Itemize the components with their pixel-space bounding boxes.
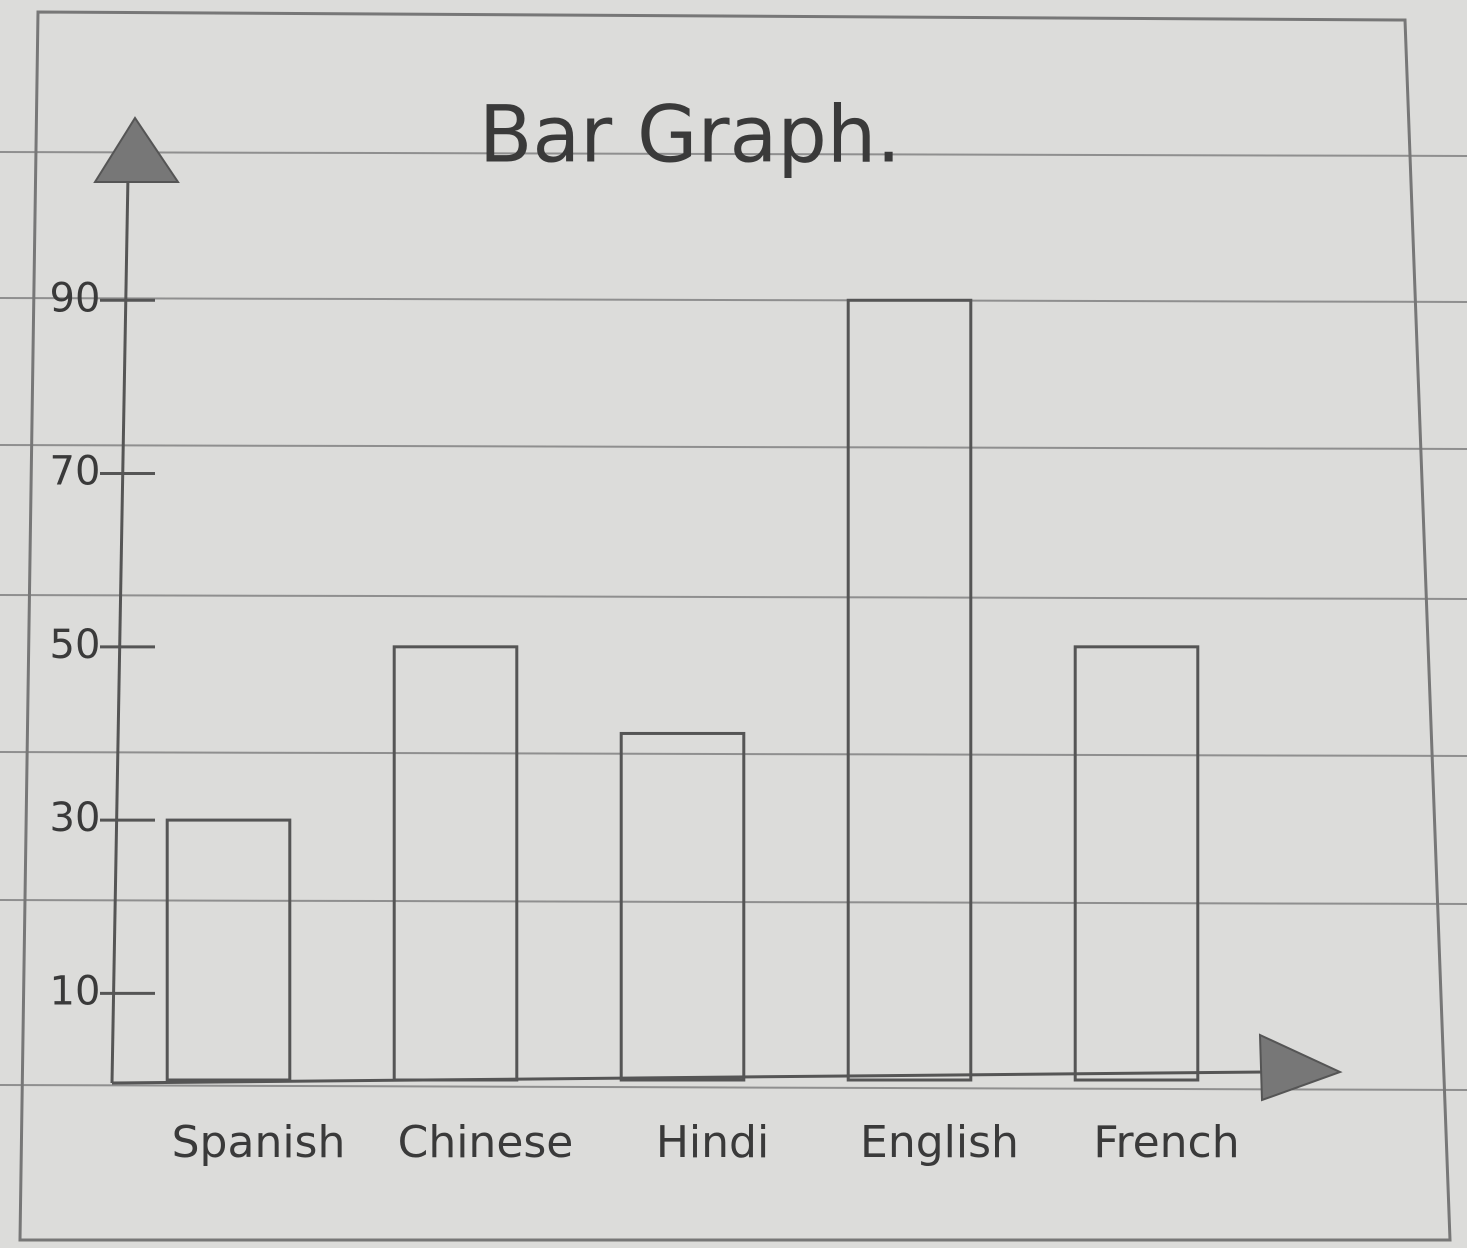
y-tick-label: 90 [50,275,101,321]
bar [165,818,292,1082]
bar [392,645,519,1082]
y-tick-label: 70 [50,449,101,495]
x-tick-label: Hindi [656,1117,769,1168]
x-tick-label: English [860,1117,1019,1168]
ruled-lines [0,151,1467,1091]
bar [846,298,973,1082]
bar [619,731,746,1082]
frame [18,10,1452,1242]
y-tick-label: 50 [50,622,101,668]
x-axis [111,1070,1266,1085]
y-axis [110,174,130,1084]
y-tick-label: 30 [50,795,101,841]
bar [1073,645,1200,1082]
x-tick-label: French [1093,1117,1239,1168]
x-tick-label: Chinese [398,1117,574,1168]
y-tick-label: 10 [50,968,101,1014]
chart-title: Bar Graph. [479,90,901,180]
x-axis-arrow [1258,1033,1343,1102]
x-tick-label: Spanish [172,1117,346,1168]
y-axis-arrow [93,116,180,183]
